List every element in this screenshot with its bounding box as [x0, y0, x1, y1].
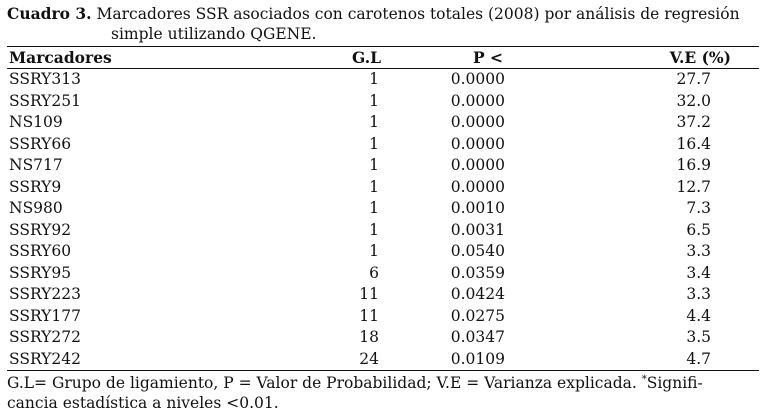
cell-p: 0.0540 [450, 242, 505, 260]
table-row: SSRY251 1 0.0000 32.0 [7, 91, 759, 113]
cell-marcador: SSRY95 [9, 263, 72, 282]
cell-gl: 11 [359, 285, 379, 303]
cell-p: 0.0109 [450, 349, 505, 368]
table-caption: Cuadro 3. Marcadores SSR asociados con c… [7, 4, 759, 44]
table-row: SSRY95 6 0.0359 3.4 [7, 263, 759, 285]
cell-p: 0.0359 [450, 263, 505, 282]
cell-ve: 37.2 [676, 113, 711, 131]
cell-marcador: SSRY242 [9, 349, 81, 368]
table-row: NS717 1 0.0000 16.9 [7, 155, 759, 177]
cell-marcador: SSRY66 [9, 134, 72, 153]
cell-ve: 16.9 [676, 156, 711, 174]
table-row: SSRY9 1 0.0000 12.7 [7, 177, 759, 199]
caption-line-2: simple utilizando QGENE. [111, 25, 317, 43]
table-row: SSRY223 11 0.0424 3.3 [7, 284, 759, 306]
cell-ve: 4.4 [686, 306, 711, 325]
footnote-text-2: Signifi- [646, 374, 703, 392]
table-row: SSRY313 1 0.0000 27.7 [7, 69, 759, 91]
cell-marcador: SSRY313 [9, 70, 81, 88]
caption-label: Cuadro 3. [7, 4, 92, 23]
table-body: SSRY313 1 0.0000 27.7 SSRY251 1 0.0000 32.0 NS10… [7, 69, 759, 371]
data-table: Marcadores G.L P < V.E (%) SSRY313 1 0.000… [7, 46, 759, 371]
cell-ve: 3.3 [686, 285, 711, 303]
header-marcadores: Marcadores [9, 48, 112, 67]
cell-p: 0.0010 [450, 199, 505, 217]
cell-ve: 3.4 [686, 263, 711, 282]
table-row: NS980 1 0.0010 7.3 [7, 198, 759, 220]
cell-gl: 1 [369, 70, 379, 88]
cell-ve: 12.7 [676, 177, 711, 196]
caption-line-1: Cuadro 3. Marcadores SSR asociados con c… [7, 4, 759, 24]
cell-ve: 3.5 [686, 328, 711, 346]
cell-gl: 6 [369, 263, 379, 282]
caption-text: Marcadores SSR asociados con carotenos t… [91, 5, 740, 23]
cell-marcador: SSRY251 [9, 91, 81, 110]
cell-gl: 1 [369, 242, 379, 260]
header-gl: G.L [352, 48, 381, 67]
cell-marcador: SSRY272 [9, 328, 81, 346]
cell-marcador: SSRY92 [9, 220, 72, 239]
cell-marcador: NS980 [9, 199, 63, 217]
cell-gl: 1 [369, 220, 379, 239]
table-header: Marcadores G.L P < V.E (%) [7, 46, 759, 69]
table-row: SSRY92 1 0.0031 6.5 [7, 220, 759, 242]
cell-p: 0.0031 [450, 220, 505, 239]
cell-p: 0.0000 [450, 177, 505, 196]
cell-marcador: SSRY223 [9, 285, 81, 303]
table-figure: Cuadro 3. Marcadores SSR asociados con c… [7, 0, 759, 413]
footnote-text-1: G.L= Grupo de ligamiento, P = Valor de P… [7, 374, 642, 392]
cell-ve: 7.3 [686, 199, 711, 217]
cell-ve: 6.5 [686, 220, 711, 239]
cell-p: 0.0000 [450, 113, 505, 131]
cell-p: 0.0000 [450, 134, 505, 153]
cell-marcador: SSRY9 [9, 177, 62, 196]
cell-ve: 3.3 [686, 242, 711, 260]
cell-gl: 18 [359, 328, 379, 346]
cell-marcador: SSRY177 [9, 306, 81, 325]
cell-gl: 1 [369, 199, 379, 217]
cell-p: 0.0424 [450, 285, 505, 303]
table-row: SSRY272 18 0.0347 3.5 [7, 327, 759, 349]
table-row: NS109 1 0.0000 37.2 [7, 112, 759, 134]
cell-p: 0.0347 [450, 328, 505, 346]
table-row: SSRY177 11 0.0275 4.4 [7, 306, 759, 328]
cell-gl: 1 [369, 156, 379, 174]
cell-gl: 24 [359, 349, 379, 368]
header-row: Marcadores G.L P < V.E (%) [7, 46, 759, 69]
table-row: SSRY60 1 0.0540 3.3 [7, 241, 759, 263]
table-row: SSRY242 24 0.0109 4.7 [7, 349, 759, 371]
cell-gl: 1 [369, 113, 379, 131]
footnote-line-2: cancia estadística a niveles <0.01. [7, 394, 279, 412]
cell-p: 0.0000 [450, 70, 505, 88]
cell-marcador: NS717 [9, 156, 63, 174]
header-ve: V.E (%) [669, 48, 731, 67]
cell-p: 0.0000 [450, 156, 505, 174]
cell-ve: 16.4 [676, 134, 711, 153]
cell-marcador: NS109 [9, 113, 63, 131]
cell-ve: 4.7 [686, 349, 711, 368]
cell-p: 0.0000 [450, 91, 505, 110]
cell-gl: 1 [369, 134, 379, 153]
cell-ve: 32.0 [676, 91, 711, 110]
table-row: SSRY66 1 0.0000 16.4 [7, 134, 759, 156]
cell-gl: 1 [369, 91, 379, 110]
cell-gl: 1 [369, 177, 379, 196]
cell-ve: 27.7 [676, 70, 711, 88]
cell-p: 0.0275 [450, 306, 505, 325]
cell-marcador: SSRY60 [9, 242, 72, 260]
cell-gl: 11 [359, 306, 379, 325]
header-p: P < [472, 48, 503, 67]
footnote-line-1: G.L= Grupo de ligamiento, P = Valor de P… [7, 373, 759, 393]
table-footnote: G.L= Grupo de ligamiento, P = Valor de P… [7, 373, 759, 413]
footnote-mark: * [641, 373, 647, 385]
